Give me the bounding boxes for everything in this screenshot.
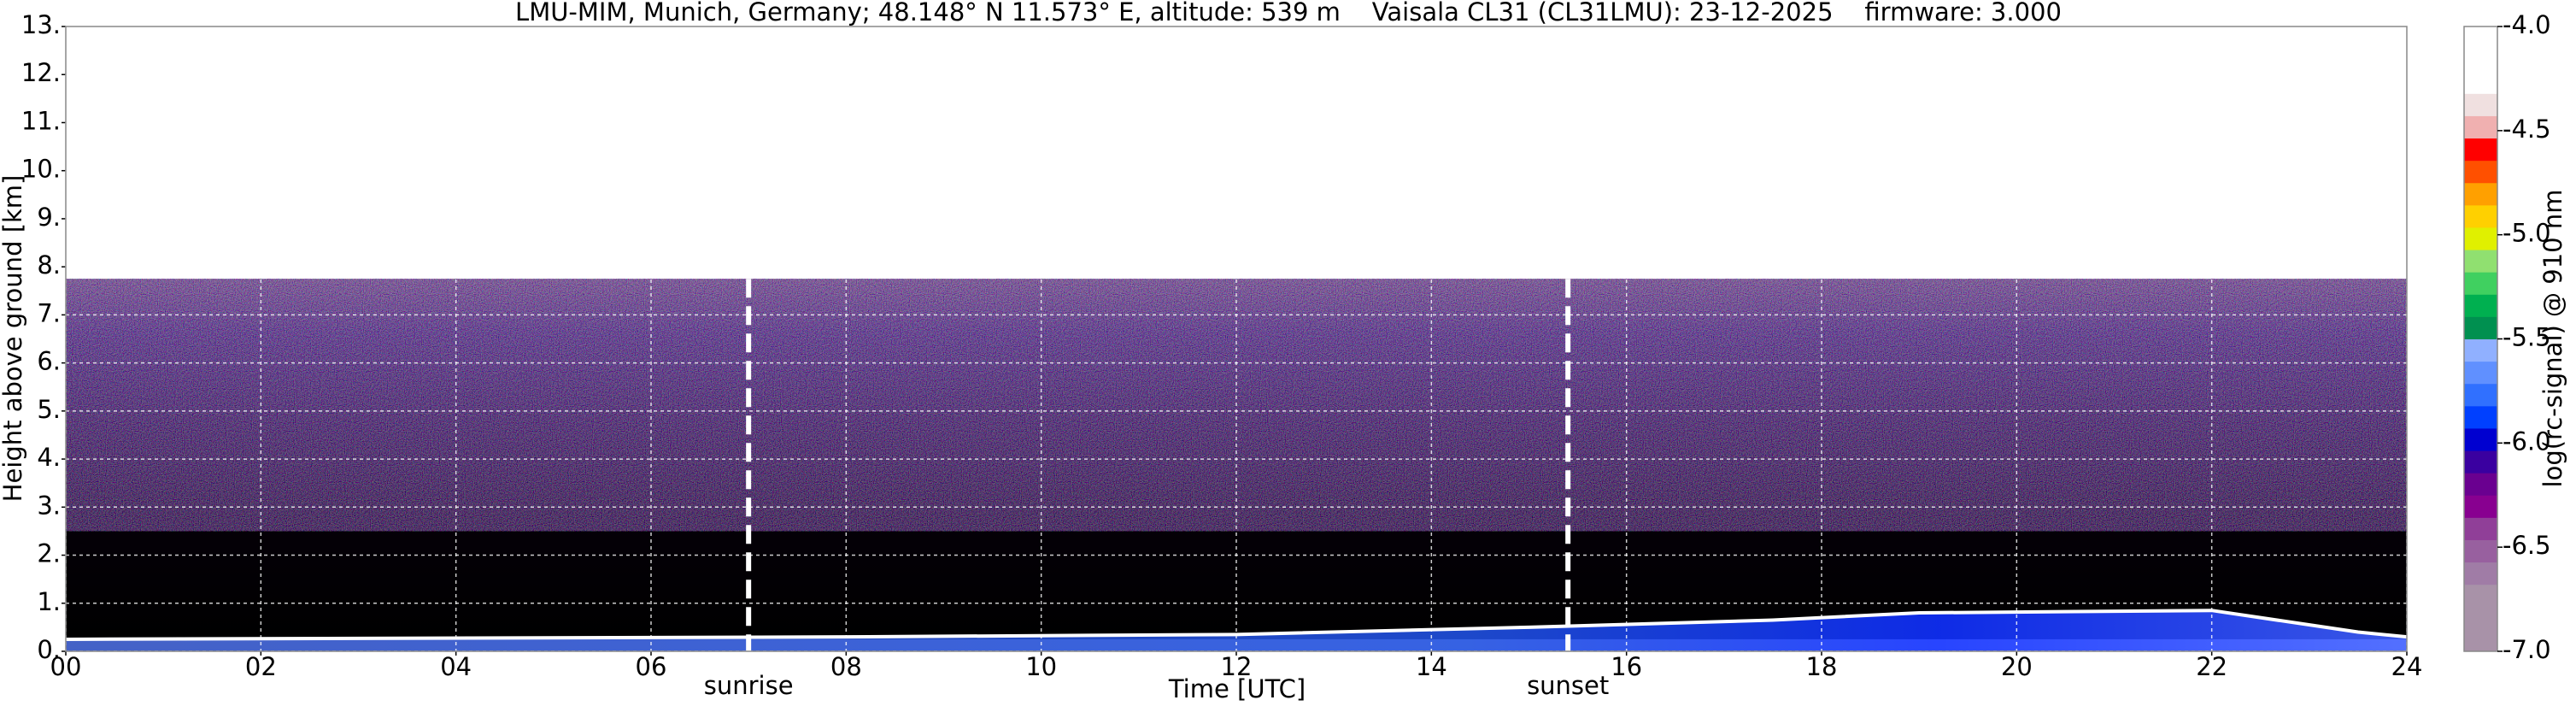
colorbar-segment bbox=[2464, 338, 2497, 362]
x-tick-label: 02 bbox=[245, 652, 277, 681]
colorbar-segment bbox=[2464, 49, 2497, 72]
chart-title: LMU-MIM, Munich, Germany; 48.148° N 11.5… bbox=[515, 0, 2062, 26]
y-tick-label: 1. bbox=[37, 587, 61, 616]
x-tick-label: 24 bbox=[2391, 652, 2423, 681]
colorbar-segment bbox=[2464, 272, 2497, 295]
x-tick-label: 12 bbox=[1221, 652, 1253, 681]
y-tick-label: 5. bbox=[37, 395, 61, 424]
y-tick-label: 6. bbox=[37, 347, 61, 376]
x-tick-label: 22 bbox=[2196, 652, 2227, 681]
colorbar-segment bbox=[2464, 26, 2497, 50]
colorbar-segment bbox=[2464, 93, 2497, 116]
colorbar-tick-label: -7.0 bbox=[2503, 635, 2551, 664]
colorbar-segment bbox=[2464, 539, 2497, 563]
x-tick-label: 16 bbox=[1611, 652, 1642, 681]
colorbar-tick-label: -4.5 bbox=[2503, 115, 2551, 144]
y-tick-label: 12. bbox=[21, 58, 61, 87]
y-tick-label: 3. bbox=[37, 491, 61, 520]
boundary-layer-top bbox=[65, 609, 2408, 641]
colorbar-segment bbox=[2464, 383, 2497, 407]
x-tick-label: 14 bbox=[1416, 652, 1447, 681]
x-tick-label: 10 bbox=[1025, 652, 1057, 681]
plot-frame bbox=[65, 26, 2408, 652]
colorbar-segment bbox=[2464, 160, 2497, 184]
y-tick-label: 11. bbox=[21, 106, 61, 135]
y-tick-label: 0. bbox=[37, 635, 61, 664]
colorbar-segment bbox=[2464, 495, 2497, 518]
colorbar-tick-label: -6.5 bbox=[2503, 531, 2551, 560]
colorbar-label: log(rc-signal) @ 910 nm bbox=[2538, 190, 2567, 488]
annotation-label: sunset bbox=[1527, 671, 1609, 700]
x-tick-label: 08 bbox=[830, 652, 862, 681]
colorbar-segment bbox=[2464, 138, 2497, 162]
colorbar-segment bbox=[2464, 405, 2497, 429]
y-tick-label: 7. bbox=[37, 298, 61, 327]
y-tick-label: 13. bbox=[21, 10, 61, 39]
x-tick-label: 00 bbox=[50, 652, 82, 681]
colorbar-segment bbox=[2464, 227, 2497, 250]
colorbar-segment bbox=[2464, 427, 2497, 451]
y-tick-label: 4. bbox=[37, 443, 61, 472]
colorbar-tick-label: -5.0 bbox=[2503, 219, 2551, 248]
colorbar-tick-label: -5.5 bbox=[2503, 323, 2551, 352]
x-axis-label: Time [UTC] bbox=[1168, 674, 1306, 703]
colorbar-segment bbox=[2464, 115, 2497, 139]
y-tick-label: 2. bbox=[37, 539, 61, 568]
colorbar-segment bbox=[2464, 182, 2497, 206]
colorbar-segment bbox=[2464, 562, 2497, 585]
colorbar-segment bbox=[2464, 294, 2497, 317]
colorbar-segment bbox=[2464, 517, 2497, 540]
y-tick-label: 10. bbox=[21, 155, 61, 184]
y-tick-label: 8. bbox=[37, 250, 61, 279]
colorbar-tick-label: -6.0 bbox=[2503, 427, 2551, 456]
colorbar-segment bbox=[2464, 628, 2497, 652]
colorbar-segment bbox=[2464, 250, 2497, 273]
colorbar-tick-label: -4.0 bbox=[2503, 10, 2551, 39]
annotation-label: sunrise bbox=[704, 671, 794, 700]
y-tick-label: 9. bbox=[37, 203, 61, 232]
x-tick-label: 20 bbox=[2001, 652, 2033, 681]
colorbar-segment bbox=[2464, 204, 2497, 228]
colorbar-segment bbox=[2464, 606, 2497, 630]
colorbar-segment bbox=[2464, 361, 2497, 385]
x-tick-label: 18 bbox=[1806, 652, 1838, 681]
colorbar-segment bbox=[2464, 584, 2497, 608]
boundary-layer bbox=[66, 610, 2407, 651]
x-tick-label: 04 bbox=[440, 652, 472, 681]
colorbar-segment bbox=[2464, 316, 2497, 339]
colorbar-segment bbox=[2464, 473, 2497, 496]
colorbar-segment bbox=[2464, 71, 2497, 94]
y-axis-label: Height above ground [km] bbox=[0, 175, 27, 503]
x-tick-label: 06 bbox=[636, 652, 667, 681]
colorbar-segment bbox=[2464, 450, 2497, 474]
